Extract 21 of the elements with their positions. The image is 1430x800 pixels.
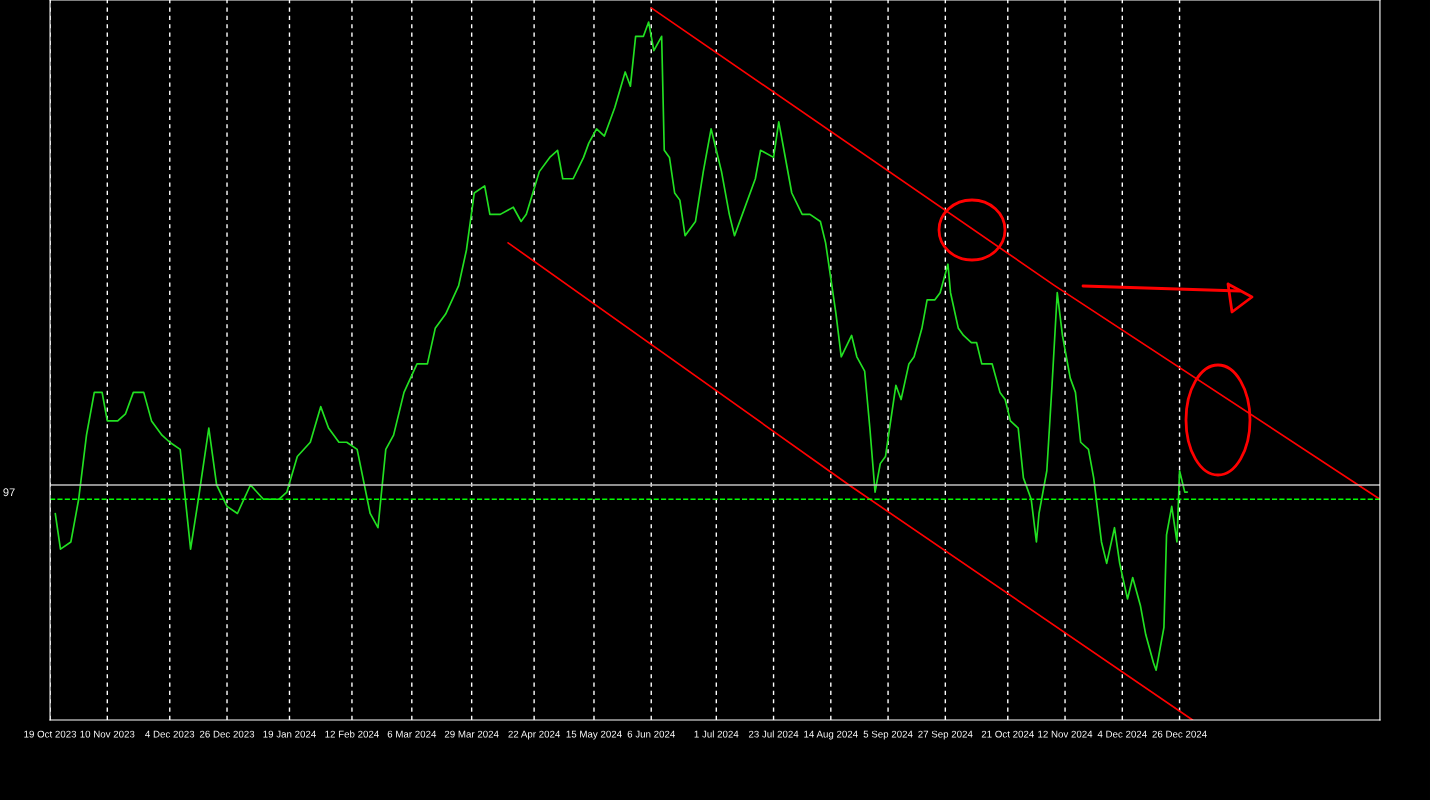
- x-tick-label: 4 Dec 2023: [145, 730, 195, 738]
- x-tick-label: 29 Mar 2024: [444, 730, 499, 738]
- x-tick-label: 27 Sep 2024: [918, 730, 973, 740]
- x-tick-label: 23 Jul 2024: [748, 730, 799, 738]
- x-tick-label: 22 Apr 2024: [508, 730, 561, 740]
- x-tick-label: 4 Dec 2024: [1097, 730, 1147, 738]
- x-tick-label: 12 Nov 2024: [1038, 730, 1093, 738]
- x-tick-label: 15 May 2024: [566, 730, 622, 740]
- x-tick-label: 12 Feb 2024: [325, 730, 379, 738]
- x-tick-label: 14 Aug 2024: [804, 730, 858, 740]
- x-tick-label: 6 Mar 2024: [387, 730, 437, 738]
- x-tick-label: 1 Jul 2024: [694, 730, 739, 738]
- x-tick-label: 6 Jun 2024: [627, 730, 676, 738]
- x-tick-label: 26 Dec 2024: [1152, 730, 1207, 738]
- x-tick-label: 19 Jan 2024: [263, 730, 316, 738]
- x-tick-label: 21 Oct 2024: [981, 730, 1034, 738]
- x-tick-label: 10 Nov 2023: [80, 730, 135, 738]
- x-tick-label: 5 Sep 2024: [863, 730, 913, 740]
- x-tick-label: 26 Dec 2023: [199, 730, 255, 738]
- text: 97: [3, 488, 15, 497]
- x-tick-label: 19 Oct 2023: [24, 730, 77, 738]
